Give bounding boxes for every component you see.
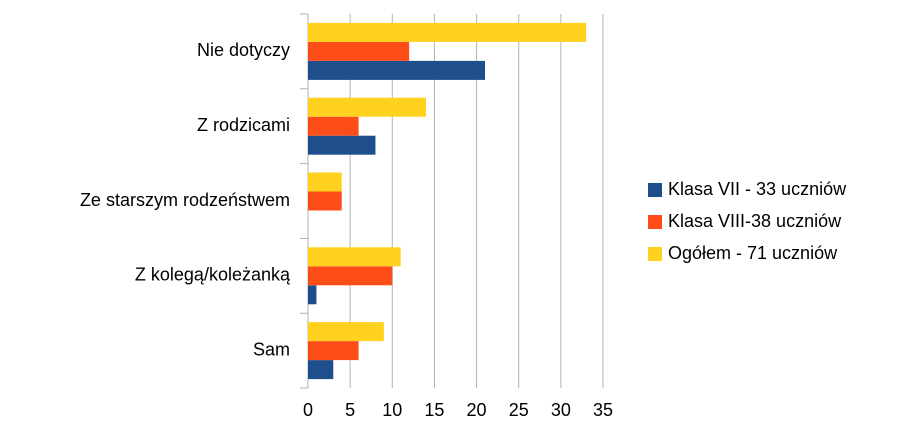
bar (308, 60, 485, 80)
bar (308, 341, 359, 361)
bar (308, 97, 426, 117)
y-tick-label: Z kolegą/koleżanką (135, 265, 291, 285)
x-tick-label: 30 (551, 400, 571, 420)
bar (308, 360, 334, 380)
x-tick-label: 20 (467, 400, 487, 420)
x-tick-label: 15 (424, 400, 444, 420)
legend-label: Ogółem - 71 uczniów (668, 243, 838, 263)
legend-swatch (648, 183, 662, 197)
bar (308, 285, 317, 305)
legend-swatch (648, 247, 662, 261)
bar (308, 22, 587, 42)
bar (308, 116, 359, 136)
bar (308, 172, 342, 192)
legend-label: Klasa VIII-38 uczniów (668, 211, 842, 231)
x-tick-label: 0 (303, 400, 313, 420)
x-tick-label: 5 (345, 400, 355, 420)
x-tick-label: 25 (509, 400, 529, 420)
bar (308, 266, 393, 286)
y-tick-label: Sam (253, 339, 290, 359)
x-tick-label: 10 (382, 400, 402, 420)
legend-label: Klasa VII - 33 uczniów (668, 179, 847, 199)
legend-swatch (648, 215, 662, 229)
bar (308, 191, 342, 211)
x-tick-label: 35 (593, 400, 613, 420)
y-tick-label: Nie dotyczy (197, 40, 290, 60)
bar (308, 41, 410, 61)
bar (308, 322, 384, 342)
bar (308, 247, 401, 267)
y-tick-label: Z rodzicami (197, 115, 290, 135)
y-tick-label: Ze starszym rodzeństwem (80, 190, 290, 210)
bar (308, 135, 376, 155)
